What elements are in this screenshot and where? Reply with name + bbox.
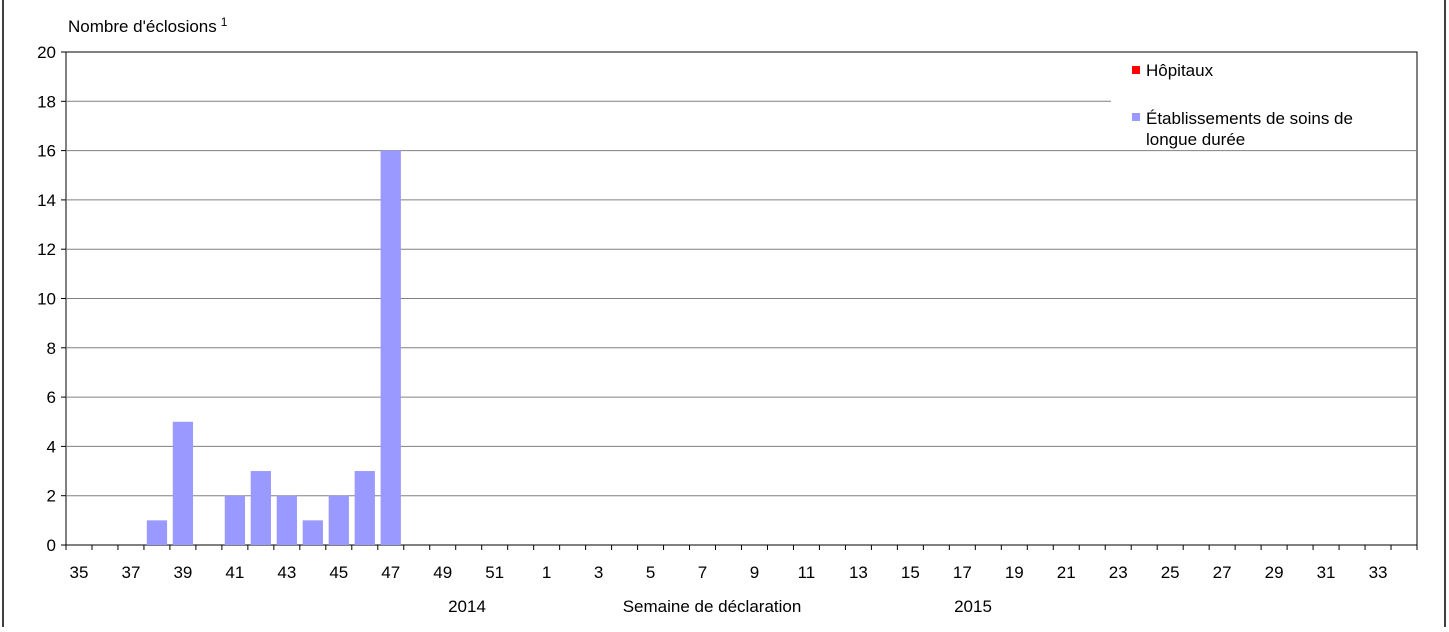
x-axis-ticks: 35 37 39 41 43 45 47 49 51 1 3 5 7 9 11 13 15 17 19 21 23 25 2… bbox=[65, 545, 1418, 582]
legend-swatch-hopitaux bbox=[1132, 66, 1140, 74]
legend-box bbox=[1111, 54, 1416, 150]
x-tick-label: 15 bbox=[901, 563, 920, 582]
bar-etablissements-week-41 bbox=[224, 495, 246, 545]
y-tick-label: 0 bbox=[47, 536, 56, 555]
y-tick-label: 20 bbox=[37, 43, 56, 62]
y-tick-label: 10 bbox=[37, 290, 56, 309]
bar-etablissements-week-45 bbox=[328, 495, 349, 545]
y-tick-label: 6 bbox=[47, 388, 56, 407]
y-tick-label: 4 bbox=[47, 437, 56, 456]
bar-etablissements-week-43 bbox=[276, 495, 297, 545]
gridlines bbox=[66, 100, 1417, 497]
y-tick-label: 2 bbox=[47, 487, 56, 506]
y-tick-label: 16 bbox=[37, 142, 56, 161]
x-tick-label: 13 bbox=[849, 563, 868, 582]
x-tick-label: 11 bbox=[798, 563, 816, 582]
bars bbox=[146, 150, 401, 545]
x-tick-label: 49 bbox=[433, 563, 452, 582]
bar-etablissements-week-47 bbox=[380, 150, 401, 545]
bar-etablissements-week-39 bbox=[172, 421, 194, 545]
x-tick-label: 3 bbox=[594, 563, 603, 582]
y-tick-label: 18 bbox=[37, 92, 56, 111]
legend-label-hopitaux: Hôpitaux bbox=[1146, 61, 1214, 80]
x-tick-label: 9 bbox=[750, 563, 759, 582]
x-tick-label: 7 bbox=[698, 563, 707, 582]
legend: Hôpitaux Établissements de soins de longu… bbox=[1111, 54, 1416, 150]
x-tick-label: 5 bbox=[646, 563, 655, 582]
x-tick-label: 35 bbox=[70, 563, 89, 582]
x-tick-label: 41 bbox=[225, 563, 244, 582]
legend-label-etablissements: Établissements de soins de longue durée bbox=[1146, 109, 1353, 149]
x-tick-label: 45 bbox=[329, 563, 348, 582]
x-tick-label: 39 bbox=[173, 563, 192, 582]
x-tick-label: 31 bbox=[1317, 563, 1336, 582]
x-tick-label: 21 bbox=[1057, 563, 1076, 582]
x-tick-label: 1 bbox=[542, 563, 551, 582]
x-tick-label: 25 bbox=[1161, 563, 1180, 582]
x-tick-label: 29 bbox=[1265, 563, 1284, 582]
y-tick-label: 8 bbox=[47, 339, 56, 358]
legend-swatch-etablissements bbox=[1132, 113, 1140, 121]
x-tick-label: 27 bbox=[1213, 563, 1232, 582]
x-tick-label: 19 bbox=[1005, 563, 1024, 582]
y-tick-label: 14 bbox=[37, 191, 56, 210]
bar-etablissements-week-44 bbox=[302, 520, 323, 545]
x-tick-label: 51 bbox=[485, 563, 504, 582]
x-tick-label: 47 bbox=[381, 563, 400, 582]
x-axis-title: Semaine de déclaration bbox=[623, 597, 802, 616]
x-tick-label: 43 bbox=[277, 563, 296, 582]
x-tick-label: 33 bbox=[1369, 563, 1388, 582]
bar-etablissements-week-38 bbox=[146, 520, 168, 545]
x-tick-label: 23 bbox=[1109, 563, 1128, 582]
y-tick-label: 12 bbox=[37, 240, 56, 259]
x-tick-label: 37 bbox=[121, 563, 140, 582]
year-label-2015: 2015 bbox=[954, 597, 992, 616]
x-tick-label: 17 bbox=[953, 563, 972, 582]
year-label-2014: 2014 bbox=[448, 597, 486, 616]
y-axis-ticks: 0 2 4 6 8 10 12 14 16 18 20 bbox=[37, 43, 66, 555]
bar-etablissements-week-42 bbox=[250, 471, 271, 545]
y-axis-title: Nombre d'éclosions 1 bbox=[68, 15, 228, 36]
bar-etablissements-week-46 bbox=[354, 471, 375, 545]
